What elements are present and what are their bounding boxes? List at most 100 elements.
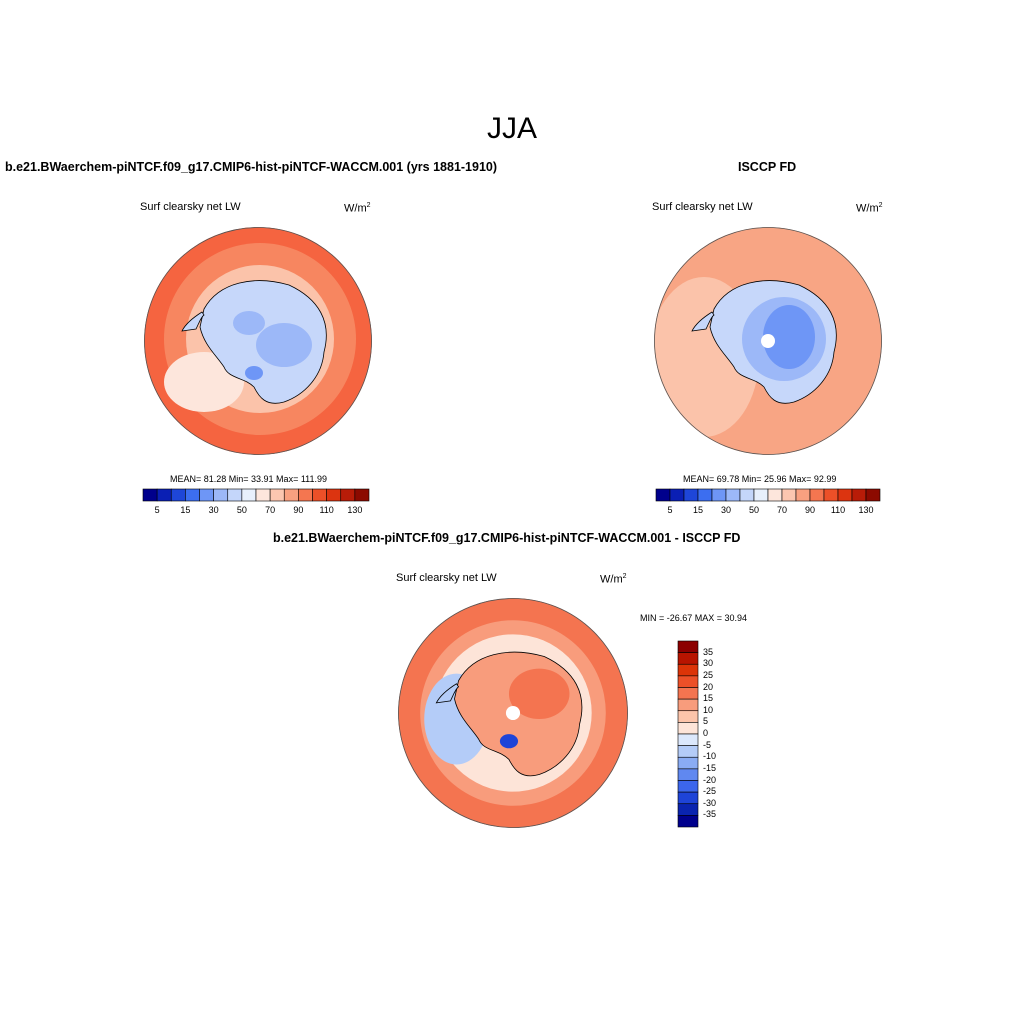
diff-colorbar-box	[677, 815, 699, 828]
obs-colorbar-box	[753, 488, 769, 502]
obs-variable-label: Surf clearsky net LW	[652, 201, 753, 213]
diff-colorbar-tick-label: 30	[703, 658, 714, 669]
diff-colorbar-box	[677, 698, 699, 712]
diff-colorbar-tick-label: -5	[703, 739, 712, 750]
diff-colorbar-tick-label: -30	[703, 797, 717, 808]
model-map-border	[144, 227, 372, 455]
model-colorbar-box	[227, 488, 243, 502]
obs-plateau-low	[763, 305, 815, 369]
diff-colorbar-box	[677, 675, 699, 688]
obs-colorbar-box	[711, 488, 727, 502]
diff-panel-title: b.e21.BWaerchem-piNTCF.f09_g17.CMIP6-his…	[273, 531, 741, 545]
model-colorbar-box	[156, 488, 172, 502]
obs-colorbar-box	[851, 488, 867, 502]
diff-min-spot	[499, 734, 519, 749]
obs-units-label: W/m2	[856, 202, 883, 215]
obs-colorbar-tick-label: 110	[830, 505, 846, 515]
diff-variable-label: Surf clearsky net LW	[396, 572, 497, 584]
obs-colorbar-tick-label: 5	[667, 505, 673, 515]
diff-colorbar-box	[677, 652, 699, 665]
model-plateau-low-2	[233, 311, 265, 335]
obs-colorbar-box	[837, 488, 853, 502]
obs-colorbar-box	[655, 488, 671, 502]
obs-colorbar-box	[795, 488, 811, 502]
diff-pole-hole	[505, 705, 521, 721]
model-variable-label: Surf clearsky net LW	[140, 201, 241, 213]
model-panel-title: b.e21.BWaerchem-piNTCF.f09_g17.CMIP6-his…	[5, 160, 498, 174]
obs-colorbar-box	[725, 488, 741, 502]
obs-colorbar-box	[697, 488, 713, 502]
diff-east-positive	[508, 668, 570, 720]
model-colorbar-box	[213, 488, 229, 502]
obs-stats: MEAN= 69.78 Min= 25.96 Max= 92.99	[683, 474, 837, 484]
obs-polar-map	[654, 227, 882, 455]
diff-peninsula	[435, 683, 460, 704]
model-colorbar-box	[170, 488, 186, 502]
obs-colorbar-tick-label: 15	[692, 505, 703, 515]
diff-polar-map	[398, 598, 628, 828]
obs-colorbar-box	[781, 488, 797, 502]
model-polar-map	[144, 227, 372, 455]
obs-map-border	[654, 227, 882, 455]
model-colorbar-box	[185, 488, 200, 502]
model-colorbar-ticks: 5 15 30 50 70 90 110 130	[143, 505, 369, 517]
model-colorbar-box	[354, 488, 370, 502]
model-colorbar-box	[283, 488, 299, 502]
model-min-spot	[245, 366, 263, 380]
diff-colorbar	[677, 640, 699, 828]
obs-pole-hole	[761, 334, 775, 348]
model-colorbar-tick-label: 70	[265, 505, 276, 515]
diff-colorbar-box	[677, 722, 699, 735]
model-colorbar-tick-label: 30	[208, 505, 219, 515]
obs-colorbar-ticks: 5 15 30 50 70 90 110 130	[656, 505, 880, 517]
diff-units-label: W/m2	[600, 573, 627, 586]
diff-colorbar-tick-label: -15	[703, 762, 717, 773]
obs-colorbar	[655, 488, 881, 502]
obs-colorbar-box	[669, 488, 685, 502]
model-plateau-low	[256, 323, 312, 367]
diff-colorbar-box	[677, 640, 699, 653]
diff-colorbar-box	[677, 733, 699, 746]
diff-colorbar-box	[677, 780, 699, 793]
figure-title: JJA	[486, 112, 537, 145]
obs-colorbar-box	[809, 488, 825, 502]
obs-colorbar-tick-label: 30	[720, 505, 731, 515]
diff-colorbar-box	[677, 791, 699, 805]
diff-colorbar-tick-label: -35	[703, 809, 717, 820]
diff-stats: MIN = -26.67 MAX = 30.94	[640, 613, 748, 623]
obs-colorbar-box	[739, 488, 755, 502]
model-colorbar-tick-label: 50	[236, 505, 247, 515]
diff-colorbar-tick-label: 0	[703, 728, 709, 738]
diff-map-border	[398, 598, 628, 828]
model-colorbar-tick-label: 130	[347, 505, 363, 515]
diff-colorbar-tick-label: 10	[703, 704, 714, 715]
model-colorbar-box	[255, 488, 271, 502]
model-colorbar-tick-label: 110	[319, 505, 334, 515]
obs-colorbar-box	[683, 488, 699, 502]
diff-colorbar-box	[677, 768, 699, 781]
diff-colorbar-tick-label: 35	[703, 646, 714, 657]
obs-panel-title: ISCCP FD	[738, 160, 797, 174]
diff-colorbar-ticks: 35 30 25 20 15 10 5 0 -5 -10 -15 -20 -25 -30 -35	[703, 641, 743, 827]
obs-colorbar-tick-label: 50	[748, 505, 759, 515]
diff-colorbar-tick-label: 15	[703, 693, 714, 704]
model-colorbar-box	[142, 488, 158, 502]
model-stats: MEAN= 81.28 Min= 33.91 Max= 111.99	[170, 474, 328, 484]
obs-colorbar-tick-label: 130	[858, 505, 874, 515]
diff-colorbar-tick-label: -20	[703, 774, 717, 785]
diff-colorbar-tick-label: 25	[703, 669, 714, 680]
diff-colorbar-box	[677, 710, 699, 723]
model-colorbar-tick-label: 15	[180, 505, 191, 515]
diff-colorbar-tick-label: 5	[703, 716, 709, 727]
diff-colorbar-box	[677, 663, 699, 677]
diff-colorbar-tick-label: 20	[703, 681, 714, 692]
diff-colorbar-box	[677, 687, 699, 700]
model-colorbar-box	[241, 488, 257, 502]
obs-peninsula	[691, 311, 715, 332]
obs-colorbar-tick-label: 90	[804, 505, 815, 515]
obs-colorbar-tick-label: 70	[776, 505, 787, 515]
diff-colorbar-box	[677, 803, 699, 816]
model-colorbar-box	[199, 488, 214, 502]
obs-colorbar-box	[865, 488, 881, 502]
model-peninsula	[181, 311, 205, 332]
